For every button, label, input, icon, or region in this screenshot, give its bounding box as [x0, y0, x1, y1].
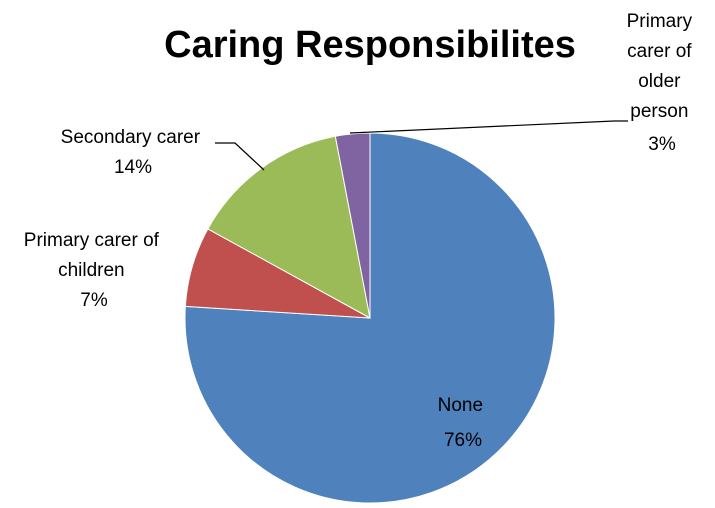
slice-label-older-line3: older	[638, 71, 681, 92]
pie-slices	[184, 132, 556, 504]
pie-slice-primary-carer-of-older-person	[334, 132, 371, 319]
slice-label-older-value: 3%	[648, 134, 676, 155]
pie-slice-secondary-carer	[207, 135, 371, 319]
slice-label-children: Primary carer of children 7%	[24, 230, 164, 311]
slice-labels: None 76% Primary carer of children 7% Se…	[24, 11, 698, 451]
slice-label-older-line2: carer of	[627, 41, 692, 62]
chart-title: Caring Responsibilites	[164, 24, 576, 66]
slice-label-secondary-value: 14%	[114, 157, 152, 178]
slice-label-older-line4: person	[630, 101, 688, 122]
slice-label-children-line1: Primary carer of	[24, 230, 160, 251]
slice-label-older-line1: Primary	[627, 11, 693, 32]
slice-label-older-person: Primary carer of older person 3%	[627, 11, 698, 155]
leader-line-older-person	[349, 120, 628, 134]
slice-label-none: None 76%	[438, 395, 489, 451]
leader-lines	[215, 120, 628, 171]
slice-label-secondary: Secondary carer 14%	[61, 127, 206, 178]
slice-label-none-value: 76%	[444, 430, 482, 451]
slice-label-children-value: 7%	[80, 290, 108, 311]
slice-label-secondary-name: Secondary carer	[61, 127, 201, 148]
slice-label-children-line2: children	[58, 260, 125, 281]
pie-slice-none	[184, 132, 556, 504]
leader-line-secondary-carer	[215, 142, 265, 171]
slice-label-none-name: None	[438, 395, 483, 416]
